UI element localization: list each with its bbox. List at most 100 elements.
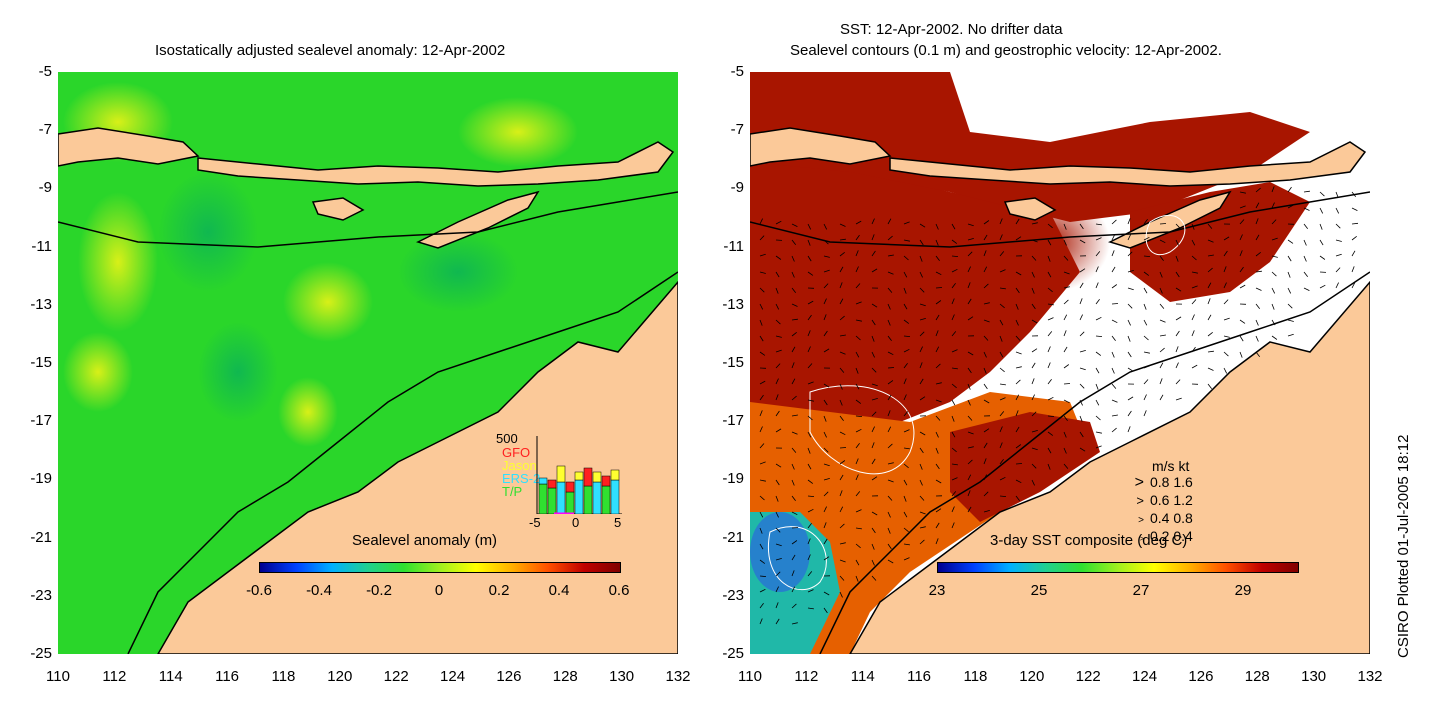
x-tick-label: 128: [552, 668, 578, 685]
velocity-arrow: [775, 319, 781, 325]
velocity-arrow: [935, 314, 940, 321]
velocity-arrow: [871, 234, 875, 241]
sealevel-anomaly-map: [58, 72, 678, 654]
x-tick-label: 114: [850, 668, 875, 685]
velocity-arrow: [871, 458, 876, 465]
sla-colorbar-tick: -0.2: [366, 582, 392, 599]
velocity-arrow: [1239, 266, 1244, 273]
velocity-arrow: [1111, 303, 1119, 305]
velocity-arrow: [807, 495, 815, 497]
y-tick-label: -5: [38, 63, 52, 80]
sealevel-anomaly-canvas: [58, 72, 678, 654]
velocity-arrow: [791, 223, 798, 227]
velocity-arrow: [1191, 364, 1198, 369]
velocity-arrow: [1191, 239, 1196, 246]
y-tick-label: -21: [30, 528, 52, 546]
velocity-arrow: [1239, 351, 1243, 358]
velocity-arrow: [1303, 255, 1307, 262]
velocity-arrow: [967, 490, 971, 497]
velocity-arrow: [1047, 331, 1053, 337]
velocity-arrow: [935, 479, 942, 484]
velocity-arrow: [791, 395, 797, 401]
velocity-arrow: [999, 411, 1005, 417]
y-tick-label: -13: [722, 295, 744, 313]
velocity-arrow: [1207, 254, 1214, 257]
velocity-arrow: [1287, 204, 1294, 209]
velocity-arrow: [1015, 287, 1020, 294]
velocity-arrow: [935, 463, 940, 470]
velocity-arrow: [999, 251, 1005, 257]
velocity-arrow: [1143, 319, 1148, 326]
velocity-arrow: [855, 301, 862, 305]
velocity-arrow: [887, 394, 892, 401]
velocity-arrow: [1303, 207, 1310, 211]
velocity-arrow: [823, 415, 827, 422]
velocity-arrow: [1015, 495, 1020, 502]
velocity-arrow: [759, 479, 766, 482]
velocity-arrow: [887, 335, 892, 342]
velocity-arrow: [1111, 367, 1115, 374]
velocity-arrow: [903, 495, 907, 502]
x-tick-label: 120: [327, 668, 353, 685]
velocity-arrow: [919, 239, 924, 246]
velocity-key-row: >0.2 0.4: [1120, 528, 1193, 544]
velocity-arrow: [935, 447, 939, 454]
velocity-arrow: [1191, 346, 1196, 353]
velocity-arrow: [1207, 383, 1213, 389]
velocity-arrow: [1095, 445, 1102, 449]
velocity-arrow: [1159, 303, 1165, 309]
velocity-arrow: [1063, 330, 1067, 337]
velocity-arrow: [1079, 282, 1084, 289]
velocity-arrow: [1335, 253, 1342, 257]
velocity-arrow: [1287, 239, 1294, 244]
velocity-arrow: [887, 511, 891, 518]
velocity-arrow: [1031, 319, 1038, 324]
velocity-arrow: [999, 303, 1005, 309]
velocity-arrow: [807, 607, 814, 610]
velocity-arrow: [1239, 250, 1243, 257]
velocity-arrow: [823, 239, 829, 245]
velocity-arrow: [791, 554, 796, 561]
velocity-arrow: [839, 415, 844, 422]
velocity-arrow: [871, 527, 876, 534]
velocity-arrow: [1223, 367, 1228, 374]
y-tick-label: -7: [38, 121, 52, 139]
velocity-arrow: [887, 527, 891, 534]
velocity-arrow: [791, 346, 796, 353]
velocity-arrow: [791, 463, 795, 470]
velocity-arrow: [1063, 431, 1067, 438]
velocity-arrow: [1239, 219, 1245, 225]
velocity-arrow: [1207, 298, 1211, 305]
velocity-arrow: [1127, 426, 1131, 433]
velocity-arrow: [823, 223, 828, 230]
velocity-arrow: [903, 348, 910, 353]
velocity-arrow: [951, 477, 958, 481]
velocity-arrow: [1047, 431, 1054, 436]
velocity-arrow: [759, 602, 764, 609]
x-tick-label: 122: [383, 668, 409, 685]
velocity-arrow: [791, 271, 795, 278]
sla-colorbar: [259, 562, 621, 573]
velocity-arrow: [1335, 282, 1339, 289]
velocity-arrow: [807, 538, 811, 545]
velocity-arrow: [839, 238, 846, 241]
velocity-arrow: [775, 479, 780, 486]
velocity-arrow: [823, 298, 827, 305]
velocity-arrow: [759, 287, 765, 293]
velocity-arrow: [967, 223, 974, 227]
velocity-arrow: [935, 415, 941, 421]
velocity-arrow: [775, 543, 782, 547]
velocity-arrow: [759, 575, 767, 577]
velocity-key-value: 0.4 0.8: [1150, 510, 1193, 526]
velocity-arrow: [871, 268, 878, 273]
velocity-arrow: [1191, 271, 1198, 274]
velocity-arrow: [935, 287, 943, 289]
velocity-arrow: [871, 218, 875, 225]
y-tick-label: -23: [722, 586, 744, 604]
velocity-arrow: [1111, 351, 1115, 358]
velocity-arrow: [1015, 479, 1022, 484]
velocity-arrow: [1063, 271, 1070, 275]
velocity-key-row: >0.6 1.2: [1120, 492, 1192, 508]
velocity-arrow: [1255, 251, 1261, 257]
velocity-arrow: [967, 415, 973, 421]
